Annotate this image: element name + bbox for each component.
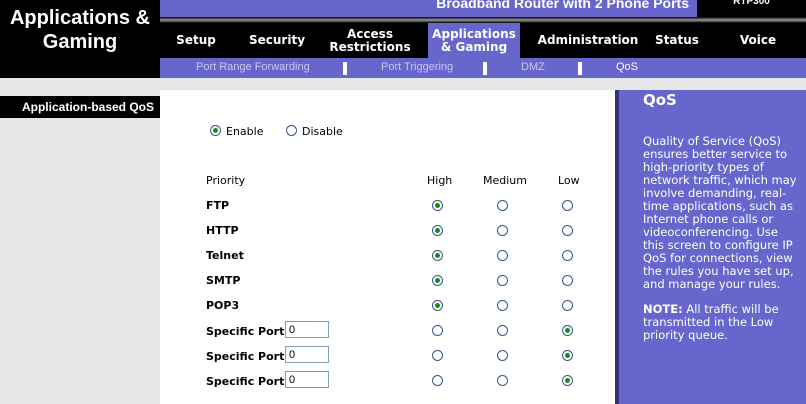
specific-port-label: Specific Port# [206, 350, 294, 363]
enable-label: Enable [226, 125, 264, 138]
divider [483, 62, 487, 75]
tab-voice[interactable]: Voice [739, 33, 777, 47]
specific-port-low-radio[interactable] [562, 325, 573, 336]
pop3-low-radio[interactable] [562, 300, 573, 311]
sub-navigation: Port Range Forwarding Port Triggering DM… [160, 58, 806, 78]
specific-port-medium-radio[interactable] [497, 325, 508, 336]
specific-port-high-radio[interactable] [432, 375, 443, 386]
telnet-high-radio[interactable] [432, 250, 443, 261]
divider [343, 62, 347, 75]
help-note: NOTE: All traffic will be transmitted in… [643, 303, 798, 342]
http-medium-radio[interactable] [497, 225, 508, 236]
priority-header: Priority [206, 174, 246, 187]
ftp-low-radio[interactable] [562, 200, 573, 211]
medium-header: Medium [483, 174, 527, 187]
specific-port-label: Specific Port# [206, 375, 294, 388]
help-title: QoS [643, 91, 677, 109]
http-low-radio[interactable] [562, 225, 573, 236]
http-high-radio[interactable] [432, 225, 443, 236]
smtp-high-radio[interactable] [432, 275, 443, 286]
specific-port-high-radio[interactable] [432, 325, 443, 336]
tab-applications-gaming[interactable]: Applications & Gaming [428, 23, 520, 58]
specific-port-medium-radio[interactable] [497, 375, 508, 386]
subtab-qos[interactable]: QoS [616, 61, 639, 73]
section-label: Application-based QoS [0, 96, 160, 118]
help-panel: QoS Quality of Service (QoS) ensures bet… [615, 90, 806, 404]
specific-port-input[interactable] [285, 371, 329, 388]
specific-port-input[interactable] [285, 321, 329, 338]
telnet-medium-radio[interactable] [497, 250, 508, 261]
help-body: Quality of Service (QoS) ensures better … [643, 134, 797, 291]
smtp-low-radio[interactable] [562, 275, 573, 286]
smtp-medium-radio[interactable] [497, 275, 508, 286]
specific-port-low-radio[interactable] [562, 350, 573, 361]
app-label: Telnet [206, 249, 244, 262]
enable-radio[interactable] [210, 125, 221, 136]
high-header: High [427, 174, 453, 187]
low-header: Low [558, 174, 580, 187]
product-name: Broadband Router with 2 Phone Ports [160, 0, 697, 17]
specific-port-low-radio[interactable] [562, 375, 573, 386]
note-text: All traffic will be transmitted in the L… [643, 302, 779, 342]
disable-radio[interactable] [286, 125, 297, 136]
pop3-high-radio[interactable] [432, 300, 443, 311]
specific-port-high-radio[interactable] [432, 350, 443, 361]
section-logo-title: Applications & Gaming [0, 0, 160, 78]
app-label: FTP [206, 199, 230, 212]
divider [160, 17, 806, 23]
ftp-high-radio[interactable] [432, 200, 443, 211]
main-tabs: Setup Security Access Restrictions Appli… [160, 23, 806, 58]
tab-security[interactable]: Security [248, 33, 306, 47]
subtab-port-range-forwarding[interactable]: Port Range Forwarding [196, 61, 310, 73]
tab-access-restrictions[interactable]: Access Restrictions [329, 26, 411, 54]
specific-port-label: Specific Port# [206, 325, 294, 338]
telnet-low-radio[interactable] [562, 250, 573, 261]
tab-status[interactable]: Status [655, 33, 699, 47]
tab-setup[interactable]: Setup [176, 33, 216, 47]
disable-label: Disable [302, 125, 343, 138]
ftp-medium-radio[interactable] [497, 200, 508, 211]
app-label: SMTP [206, 274, 241, 287]
qos-form [160, 90, 615, 404]
divider [578, 62, 582, 75]
note-label: NOTE: [643, 302, 683, 316]
subtab-port-triggering[interactable]: Port Triggering [381, 61, 454, 73]
app-label: POP3 [206, 299, 240, 312]
specific-port-input[interactable] [285, 346, 329, 363]
pop3-medium-radio[interactable] [497, 300, 508, 311]
app-label: HTTP [206, 224, 239, 237]
model-number: RTP300 [697, 0, 806, 17]
tab-administration[interactable]: Administration [537, 33, 639, 47]
subtab-dmz[interactable]: DMZ [521, 61, 545, 73]
specific-port-medium-radio[interactable] [497, 350, 508, 361]
